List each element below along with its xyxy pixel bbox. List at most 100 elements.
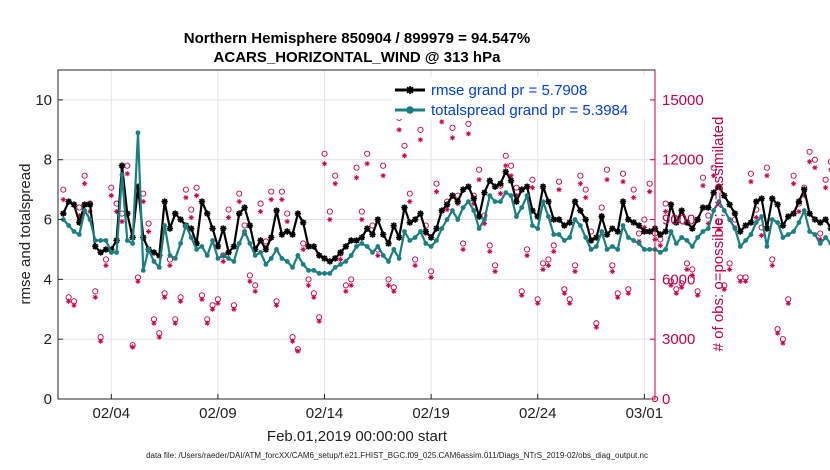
obs-possible-point bbox=[806, 148, 813, 155]
totalspread-point bbox=[641, 247, 647, 252]
obs-assimilated-point bbox=[503, 163, 509, 169]
totalspread-point bbox=[721, 208, 727, 213]
totalspread-point bbox=[535, 226, 541, 231]
totalspread-point bbox=[450, 208, 455, 213]
obs-possible-point bbox=[412, 256, 419, 263]
totalspread-point bbox=[274, 247, 279, 252]
rmse-point bbox=[486, 177, 493, 184]
obs-possible-point bbox=[790, 172, 797, 179]
totalspread-point bbox=[130, 241, 136, 246]
rmse-point bbox=[822, 216, 829, 223]
rmse-point bbox=[582, 216, 589, 223]
rmse-point bbox=[177, 216, 184, 223]
rmse-point bbox=[769, 195, 776, 202]
obs-possible-point bbox=[726, 260, 733, 267]
totalspread-point bbox=[609, 244, 615, 249]
rmse-point bbox=[779, 222, 787, 229]
obs-assimilated-point bbox=[572, 268, 578, 274]
obs-assimilated-point bbox=[604, 177, 610, 183]
totalspread-point bbox=[540, 199, 546, 205]
y-tick-label: 4 bbox=[44, 271, 52, 288]
totalspread-point bbox=[364, 244, 370, 249]
totalspread-point bbox=[183, 223, 189, 228]
obs-assimilated-point bbox=[492, 268, 498, 274]
rmse-point bbox=[369, 231, 376, 238]
chart-subtitle: ACARS_HORIZONTAL_WIND @ 313 hPa bbox=[214, 49, 502, 66]
totalspread-point bbox=[689, 244, 695, 249]
rmse-point bbox=[358, 234, 366, 241]
obs-assimilated-point bbox=[279, 197, 285, 203]
x-axis-label: Feb.01,2019 00:00:00 start bbox=[267, 428, 448, 445]
obs-possible-point bbox=[662, 200, 669, 207]
rmse-point bbox=[118, 162, 126, 169]
obs-possible-point bbox=[486, 242, 493, 249]
rmse-point bbox=[108, 246, 115, 253]
obs-assimilated-point bbox=[567, 300, 573, 306]
totalspread-point bbox=[471, 208, 477, 213]
totalspread-point bbox=[679, 235, 685, 240]
totalspread-point bbox=[210, 238, 215, 243]
axis-ticks: 02/04 02/09 02/14 02/19 02/24 03/010246810030… bbox=[35, 70, 704, 422]
obs-possible-point bbox=[182, 186, 189, 193]
totalspread-point bbox=[577, 223, 583, 228]
rmse-point bbox=[603, 231, 611, 238]
totalspread-point bbox=[290, 265, 295, 270]
totalspread-point bbox=[391, 247, 397, 252]
obs-assimilated-point bbox=[487, 248, 493, 255]
rmse-point bbox=[497, 180, 504, 187]
obs-assimilated-point bbox=[433, 189, 440, 195]
x-tick-label: 02/14 bbox=[306, 405, 344, 422]
totalspread-point bbox=[705, 226, 711, 231]
rmse-point bbox=[710, 189, 717, 196]
totalspread-point bbox=[791, 229, 796, 234]
totalspread-point bbox=[103, 238, 109, 243]
totalspread-point bbox=[759, 214, 765, 219]
obs-assimilated-point bbox=[82, 181, 88, 187]
rmse-point bbox=[225, 249, 232, 256]
rmse-point bbox=[726, 201, 733, 208]
obs-assimilated-point bbox=[76, 212, 82, 219]
obs-assimilated-point bbox=[385, 282, 392, 288]
obs-possible-point bbox=[220, 252, 227, 259]
rmse-point bbox=[507, 177, 515, 184]
obs-assimilated-point bbox=[332, 181, 338, 187]
rmse-point bbox=[374, 216, 382, 223]
obs-possible-point bbox=[145, 220, 152, 227]
obs-assimilated-point bbox=[609, 268, 615, 274]
obs-possible-point bbox=[300, 240, 307, 247]
obs-assimilated-point bbox=[316, 318, 322, 324]
obs-assimilated-point bbox=[135, 278, 141, 284]
obs-assimilated-point bbox=[364, 161, 370, 167]
rmse-point bbox=[785, 213, 792, 220]
rmse-point bbox=[252, 246, 259, 253]
totalspread-point bbox=[775, 220, 780, 225]
obs-possible-point bbox=[449, 124, 456, 131]
obs-possible-point bbox=[508, 162, 515, 169]
obs-assimilated-point bbox=[647, 189, 653, 195]
rmse-point bbox=[262, 246, 270, 253]
rmse-point bbox=[427, 234, 435, 241]
totalspread-point bbox=[508, 193, 514, 199]
obs-assimilated-point bbox=[114, 208, 120, 215]
obs-possible-point bbox=[433, 180, 440, 187]
rmse-point bbox=[268, 234, 275, 241]
rmse-point bbox=[321, 255, 328, 262]
obs-assimilated-point bbox=[401, 153, 408, 159]
obs-possible-point bbox=[545, 256, 552, 263]
totalspread-point bbox=[769, 217, 775, 222]
totalspread-point bbox=[162, 223, 168, 228]
totalspread-point bbox=[663, 247, 669, 252]
rmse-point bbox=[747, 219, 755, 226]
totalspread-point bbox=[263, 262, 269, 267]
rmse-point bbox=[731, 210, 739, 217]
rmse-point bbox=[70, 201, 78, 208]
obs-assimilated-point bbox=[785, 300, 791, 306]
y-right-tick-label: 15000 bbox=[662, 92, 704, 109]
obs-possible-point bbox=[348, 276, 355, 283]
totalspread-point bbox=[444, 217, 450, 222]
obs-possible-point bbox=[699, 174, 707, 181]
x-tick-label: 03/01 bbox=[626, 405, 664, 422]
obs-possible-point bbox=[102, 256, 110, 263]
rmse-point bbox=[571, 198, 579, 205]
legend-spread-label: totalspread grand pr = 5.3984 bbox=[431, 102, 628, 119]
